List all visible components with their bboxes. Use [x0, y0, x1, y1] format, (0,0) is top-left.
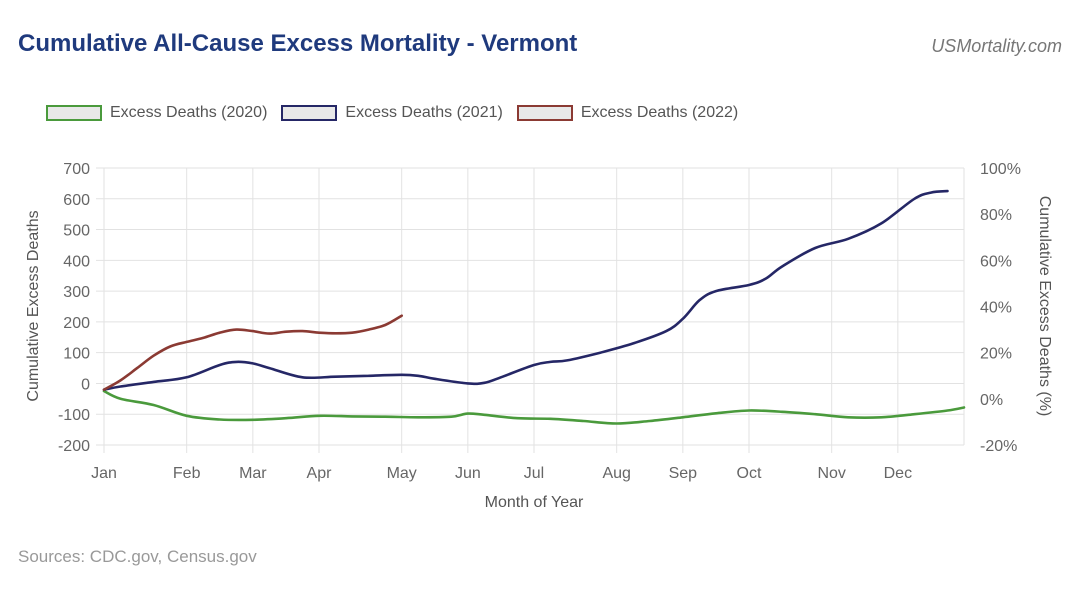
- y-tick-label: -200: [58, 438, 90, 455]
- y2-tick-label: 40%: [980, 300, 1012, 317]
- legend-swatch-2021: [281, 105, 338, 121]
- legend-item-2022[interactable]: Excess Deaths (2022): [516, 104, 739, 122]
- legend-item-2020[interactable]: Excess Deaths (2020): [46, 104, 267, 122]
- x-tick-label: Nov: [817, 465, 845, 482]
- series-line-2020[interactable]: [102, 389, 966, 425]
- x-tick-label: Mar: [239, 465, 267, 482]
- grid-lines: [96, 167, 965, 453]
- brand-watermark: USMortality.com: [931, 36, 1062, 56]
- legend-swatch-2020: [46, 105, 102, 121]
- y2-axis-title: Cumulative Excess Deaths (%): [1036, 196, 1053, 417]
- series-line-2022[interactable]: [102, 314, 403, 391]
- x-tick-label: Feb: [173, 465, 201, 482]
- x-tick-label: Dec: [884, 465, 912, 482]
- x-axis-title: Month of Year: [485, 494, 584, 511]
- series-lines: [102, 189, 966, 425]
- y-tick-label: -100: [58, 407, 90, 424]
- x-axis-ticks: Jan Feb Mar Apr May Jun Jul Aug Sep Oct Nov Dec: [91, 465, 912, 482]
- y-tick-label: 100: [63, 346, 90, 363]
- chart-legend: Excess Deaths (2020) Excess Deaths (2021…: [46, 104, 738, 122]
- y2-tick-label: 80%: [980, 207, 1012, 224]
- x-tick-label: Jun: [455, 465, 481, 482]
- y-tick-label: 300: [63, 284, 90, 301]
- y-tick-label: 400: [63, 253, 90, 270]
- y2-axis-ticks: 100% 80% 60% 40% 20% 0% -20%: [980, 161, 1021, 455]
- y-axis-ticks: 700 600 500 400 300 200 100 0 -100 -200: [58, 161, 90, 455]
- series-line-2021[interactable]: [102, 189, 949, 391]
- x-tick-label: May: [387, 465, 417, 482]
- chart-title: Cumulative All-Cause Excess Mortality - …: [18, 30, 578, 57]
- y-tick-label: 700: [63, 161, 90, 178]
- y-tick-label: 0: [81, 376, 90, 393]
- legend-label-2020: Excess Deaths (2020): [110, 104, 268, 121]
- legend-label-2021: Excess Deaths (2021): [345, 104, 503, 121]
- x-tick-label: Oct: [737, 465, 762, 482]
- y2-tick-label: 20%: [980, 346, 1012, 363]
- x-tick-label: Jan: [91, 465, 117, 482]
- x-tick-label: Apr: [307, 465, 333, 482]
- legend-swatch-2022: [516, 105, 573, 121]
- y2-tick-label: 100%: [980, 161, 1021, 178]
- legend-item-2021[interactable]: Excess Deaths (2021): [281, 104, 503, 122]
- x-tick-label: Jul: [524, 465, 544, 482]
- y-tick-label: 500: [63, 223, 90, 240]
- y-axis-title: Cumulative Excess Deaths: [25, 210, 42, 401]
- y2-tick-label: 0%: [980, 392, 1003, 409]
- y2-tick-label: -20%: [980, 438, 1017, 455]
- y-tick-label: 600: [63, 192, 90, 209]
- x-tick-label: Aug: [602, 465, 630, 482]
- source-note: Sources: CDC.gov, Census.gov: [18, 547, 257, 566]
- legend-label-2022: Excess Deaths (2022): [580, 104, 739, 121]
- y-tick-label: 200: [63, 315, 90, 332]
- x-tick-label: Sep: [669, 465, 698, 482]
- y2-tick-label: 60%: [980, 253, 1012, 270]
